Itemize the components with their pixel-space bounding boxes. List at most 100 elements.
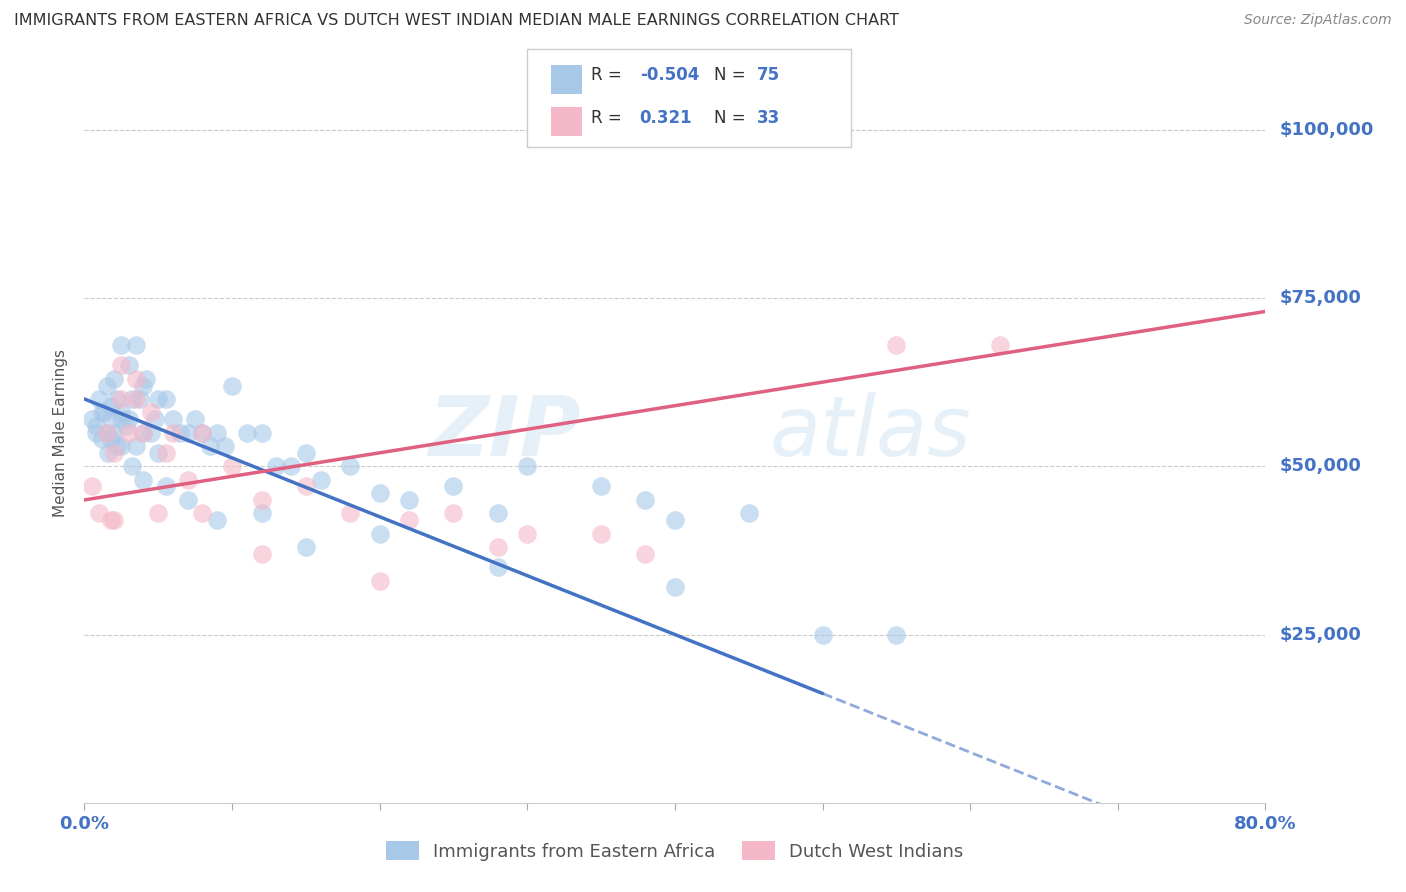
Point [87,507,111,521]
Point [135,372,157,386]
Point [988,338,1011,352]
Point [591,479,613,493]
Point [80,412,103,426]
Point [295,540,318,554]
Point [443,507,465,521]
Point [100,399,122,413]
Point [250,425,273,440]
Text: ZIP: ZIP [427,392,581,473]
Text: IMMIGRANTS FROM EASTERN AFRICA VS DUTCH WEST INDIAN MEDIAN MALE EARNINGS CORRELA: IMMIGRANTS FROM EASTERN AFRICA VS DUTCH … [14,13,898,29]
Point [139,405,162,419]
Point [84,425,107,440]
Point [486,560,509,574]
Point [368,486,391,500]
Point [221,459,243,474]
Point [266,459,288,474]
Point [103,425,125,440]
Point [155,479,177,493]
Text: $25,000: $25,000 [1279,625,1361,643]
Point [103,446,125,460]
Point [169,425,191,440]
Text: $75,000: $75,000 [1279,289,1361,307]
Point [250,492,273,507]
Text: 0.321: 0.321 [640,109,692,127]
Point [177,425,200,440]
Point [93,405,115,419]
Text: 75: 75 [756,66,779,84]
Point [121,459,143,474]
Point [139,425,162,440]
Point [664,513,686,527]
Point [110,439,132,453]
Point [191,425,214,440]
Point [148,507,170,521]
Point [96,425,118,440]
Point [103,513,125,527]
Point [132,473,155,487]
Point [236,425,259,440]
Point [295,479,318,493]
Point [398,513,420,527]
Point [184,412,207,426]
Point [125,439,148,453]
Point [132,425,155,440]
Point [100,513,122,527]
Point [80,479,103,493]
Point [118,412,141,426]
Point [221,378,243,392]
Text: 33: 33 [756,109,780,127]
Point [295,446,318,460]
Text: R =: R = [591,109,627,127]
Text: atlas: atlas [769,392,972,473]
Point [162,412,184,426]
Point [191,425,214,440]
Point [105,392,128,406]
Point [96,378,118,392]
Point [110,359,132,373]
Point [121,392,143,406]
Point [155,392,177,406]
Point [105,439,128,453]
Text: R =: R = [591,66,627,84]
Legend: Immigrants from Eastern Africa, Dutch West Indians: Immigrants from Eastern Africa, Dutch We… [380,834,970,868]
Text: $100,000: $100,000 [1279,120,1374,139]
Point [339,459,361,474]
Point [177,492,200,507]
Point [250,547,273,561]
Point [114,418,136,433]
Point [91,405,114,419]
Point [198,439,221,453]
Text: N =: N = [714,109,751,127]
Point [125,372,148,386]
Point [886,338,908,352]
Text: -0.504: -0.504 [640,66,699,84]
Point [162,425,184,440]
Point [132,378,155,392]
Point [100,412,122,426]
Point [118,359,141,373]
Point [250,507,273,521]
Point [177,473,200,487]
Point [339,507,361,521]
Point [100,433,122,447]
Point [97,446,120,460]
Point [207,513,229,527]
Point [516,526,538,541]
Point [664,581,686,595]
Point [148,446,170,460]
Point [110,405,132,419]
Point [91,433,114,447]
Point [191,507,214,521]
Point [368,526,391,541]
Point [398,492,420,507]
Point [96,425,118,440]
Point [110,338,132,352]
Point [143,412,166,426]
Point [207,425,229,440]
Point [886,627,908,641]
Point [634,492,657,507]
Point [486,507,509,521]
Point [214,439,236,453]
Point [87,392,111,406]
Point [738,507,761,521]
